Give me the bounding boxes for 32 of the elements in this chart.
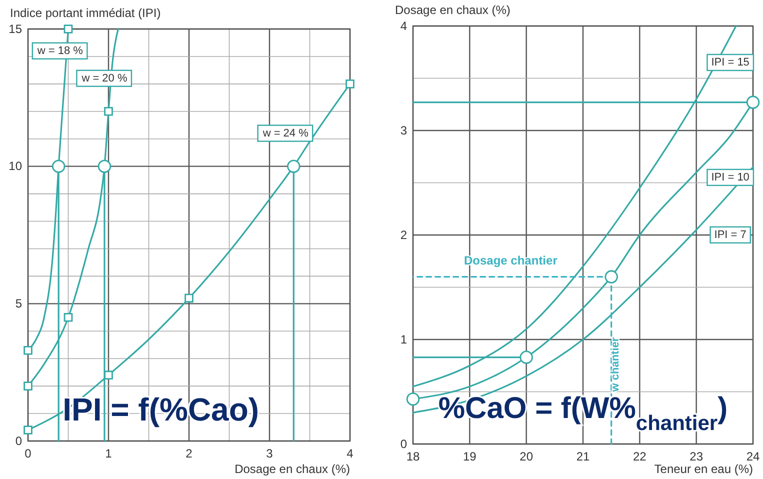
x-tick-label: 23: [690, 450, 704, 464]
x-tick-label: 24: [746, 450, 760, 464]
y-tick-label: 2: [400, 228, 408, 242]
x-tick-label: 22: [632, 450, 647, 464]
x-tick-label: 19: [462, 450, 477, 464]
series-label: w = 24 %: [262, 127, 309, 140]
x-tick-label: 4: [346, 446, 354, 461]
x-tick-label: 1: [105, 446, 112, 461]
x-tick-label: 20: [520, 450, 534, 464]
series-label: w = 20 %: [80, 72, 128, 84]
x-tick-label: 21: [576, 450, 590, 464]
series-label: IPI = 7: [714, 228, 746, 241]
x-axis-title: Teneur en eau (%): [654, 462, 753, 476]
x-tick-label: 18: [406, 450, 420, 464]
y-axis-title: Indice portant immédiat (IPI): [10, 6, 161, 20]
x-tick-label: 3: [266, 446, 274, 461]
series-label: IPI = 15: [711, 56, 750, 68]
y-tick-label: 15: [8, 22, 22, 36]
y-tick-label: 3: [400, 123, 408, 138]
series-label: IPI = 10: [711, 171, 750, 184]
y-tick-label: 0: [15, 434, 22, 448]
series-label: w = 18 %: [36, 44, 84, 57]
y-tick-label: 4: [400, 18, 408, 33]
y-axis-title: Dosage en chaux (%): [395, 3, 510, 17]
y-tick-label: 10: [8, 159, 22, 174]
x-tick-label: 2: [186, 446, 193, 461]
y-tick-label: 1: [400, 332, 408, 346]
x-tick-label: 0: [24, 446, 32, 461]
x-axis-title: Dosage en chaux (%): [234, 462, 350, 476]
y-tick-label: 0: [400, 436, 408, 451]
y-tick-label: 5: [15, 296, 22, 311]
annotation: w chantier: [610, 336, 622, 393]
